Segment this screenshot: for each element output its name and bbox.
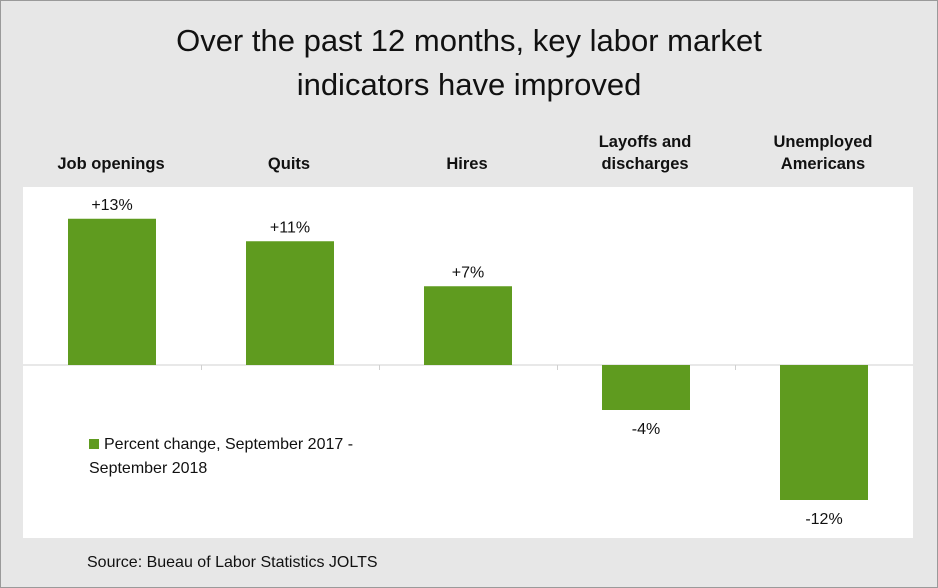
chart-title: Over the past 12 months, key labor marke… [176,23,762,102]
legend-swatch [89,439,99,449]
legend: Percent change, September 2017 - Septemb… [89,433,409,481]
bar-5 [780,365,868,500]
data-label-2: +11% [270,219,310,236]
category-label-quits: Quits [267,155,311,173]
bar-3 [424,286,512,365]
category-label-unemployed-americans: Unemployed Americans [773,133,873,173]
bar-2 [246,241,334,365]
bar-1 [68,218,156,365]
legend-label: Percent change, September 2017 - Septemb… [89,436,354,477]
bar-chart-svg: +13% +11% +7% -4% -12% [23,197,913,528]
data-label-5: -12% [805,511,842,528]
data-label-4: -4% [632,421,660,438]
plot-area: +13% +11% +7% -4% -12% Percent change, Septe… [23,187,913,538]
category-label-job-openings: Job openings [57,155,165,173]
bar-4 [602,365,690,410]
category-label-hires: Hires [446,155,488,173]
category-label-layoffs-and-discharges: Layoffs and discharges [598,133,692,173]
data-label-3: +7% [452,264,484,281]
source-note: Source: Bueau of Labor Statistics JOLTS [87,554,378,571]
data-label-1: +13% [91,197,132,214]
